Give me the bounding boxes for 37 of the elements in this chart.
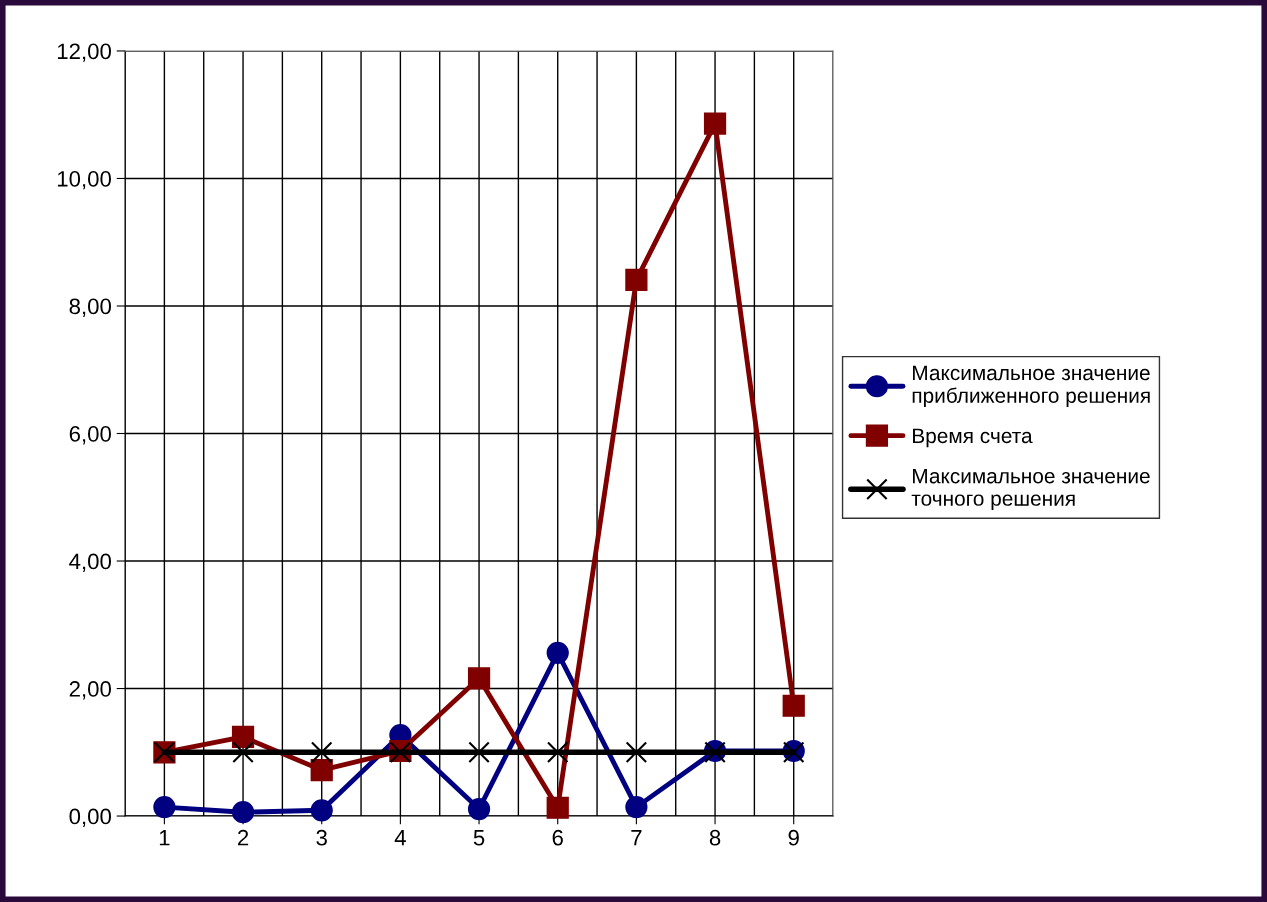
y-tick-label: 4,00 [69,553,111,572]
point [546,796,569,819]
point [703,112,727,135]
point [310,741,333,764]
x-tick-label: 4 [394,830,406,846]
legend-label: Максимальное значение приближенного решения [912,365,1150,408]
x-tick-label: 8 [709,829,721,846]
y-tick-label: 8,00 [69,298,111,317]
point [231,725,255,749]
y-tick-label: 12,00 [57,43,111,62]
legend-label: Время счета [913,428,1033,448]
y-tick-label: 10,00 [57,171,111,190]
point [310,759,333,782]
x-tick-label: 5 [473,830,485,846]
point [467,667,491,690]
x-tick-label: 2 [237,829,249,846]
x-tick-label: 6 [552,829,563,846]
point [231,801,255,824]
x-tick-label: 9 [788,829,799,846]
point [467,797,491,821]
legend-label: Максимальное значение точного решения [911,468,1150,510]
point [153,796,176,819]
point [468,741,490,764]
x-tick-label: 1 [159,830,170,846]
point [546,641,569,664]
y-tick-label: 2,00 [69,681,111,700]
x-tick-label: 7 [631,830,642,846]
point [625,268,648,291]
x-tick-label: 3 [316,829,327,846]
y-tick-label: 6,00 [69,426,111,445]
point [546,741,569,764]
y-tick-label: 0,00 [69,808,111,827]
point [625,741,648,764]
point [625,796,648,819]
point [232,741,254,764]
point [782,694,805,717]
point [310,799,333,822]
